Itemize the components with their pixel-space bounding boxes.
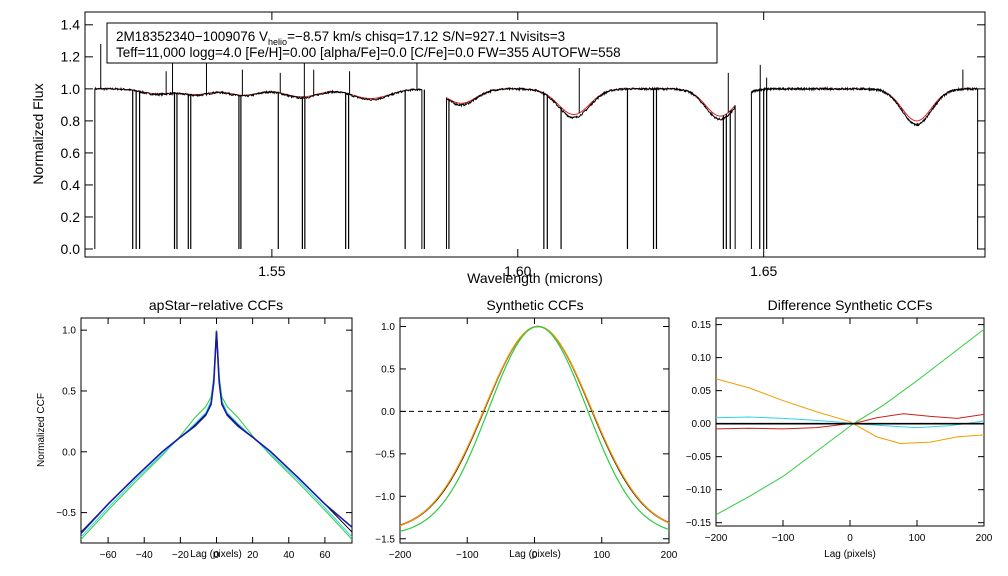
synthetic-ccf-ticks: −200 −100 0 100 200 −1.5 −1.0 −0.5 0.0 0.5 1.0: [375, 318, 678, 561]
y-tick-label: 0.0: [381, 407, 395, 418]
y-tick-label: 1.0: [381, 322, 395, 333]
x-tick-label: −40: [136, 550, 153, 561]
spectrum-observed-series: [94, 40, 979, 249]
synthetic-ccf-green-line: [399, 325, 670, 532]
header-v-subscript: helio: [268, 37, 287, 47]
header-star-id: 2M18352340−1009076: [116, 29, 255, 44]
y-tick-label: −1.5: [375, 534, 395, 545]
synthetic-ccf-lines: [399, 325, 670, 532]
difference-ccf-panel: Difference Synthetic CCFs −200 −100 0 100 20…: [686, 297, 993, 560]
synthetic-ccf-panel: Synthetic CCFs −200 −100 0 100 200 −1.5 −1.0 −0…: [375, 297, 678, 561]
y-tick-label: 0.4: [61, 177, 81, 193]
apstar-ccf-ylabel: Normalized CCF: [36, 393, 47, 467]
apstar-ccf-lines: [80, 330, 353, 540]
apstar-ccf-title: apStar−relative CCFs: [149, 297, 283, 313]
x-tick-label: 1.60: [504, 263, 531, 279]
synthetic-ccf-xlabel: Lag (pixels): [509, 549, 561, 560]
y-tick-label: −0.05: [686, 452, 712, 463]
header-v-symbol: V: [259, 29, 268, 44]
spectrum-header-box: [106, 22, 718, 64]
header-chisq: chisq=17.12: [365, 29, 438, 44]
x-tick-label: −60: [100, 550, 117, 561]
x-tick-label: 200: [661, 550, 678, 561]
y-tick-label: −0.10: [686, 485, 712, 496]
x-tick-label: 0: [214, 550, 220, 561]
observed-spectrum-chip-3: [751, 86, 979, 127]
x-tick-label: 200: [976, 533, 993, 544]
header-snr: S/N=927.1: [442, 29, 506, 44]
x-tick-label: 60: [319, 550, 331, 561]
y-tick-label: −1.0: [375, 492, 395, 503]
y-tick-label: 0.05: [692, 386, 712, 397]
y-tick-label: 1.4: [61, 17, 81, 33]
spectrum-y-ticks: 1.55 1.60 1.65 0.0 0.2 0.4 0.6 0.8 1.0 1.2 1.4: [61, 12, 985, 279]
header-nvisits: Nvisits=3: [510, 29, 565, 44]
header-v-value: =−8.57 km/s: [287, 29, 362, 44]
x-tick-label: −100: [772, 533, 795, 544]
apstar-ccf-green-line: [80, 330, 353, 540]
apstar-ccf-axes-frame: [80, 317, 353, 544]
y-tick-label: −0.5: [56, 508, 76, 519]
x-tick-label: −200: [705, 533, 728, 544]
y-tick-label: 1.0: [62, 326, 76, 337]
apstar-ccf-panel: apStar−relative CCFs −60 −40 −20 0 20 40 60 −0.…: [36, 297, 353, 561]
y-tick-label: 0.00: [692, 419, 712, 430]
y-tick-label: 0.10: [692, 353, 712, 364]
y-tick-label: −0.5: [375, 449, 395, 460]
y-tick-label: 1.2: [61, 49, 81, 65]
y-tick-label: 0.0: [62, 447, 76, 458]
apstar-ccf-xlabel: Lag (pixels): [190, 549, 242, 560]
header-line-2: Teff=11,000 logg=4.0 [Fe/H]=0.00 [alpha/…: [116, 45, 621, 60]
difference-ccf-lines: [715, 328, 985, 516]
x-tick-label: −100: [456, 550, 479, 561]
y-tick-label: 0.5: [381, 364, 395, 375]
x-tick-label: 0: [532, 550, 538, 561]
difference-ccf-ticks: −200 −100 0 100 200 −0.15 −0.10 −0.05 0.00 0.05 0.…: [686, 318, 993, 544]
spectrum-ylabel: Normalized Flux: [30, 83, 46, 184]
header-line-1: 2M18352340−1009076 Vhelio=−8.57 km/s chi…: [116, 29, 565, 47]
apstar-ccf-cyan-line: [80, 330, 353, 538]
y-tick-label: 0.2: [61, 209, 81, 225]
difference-ccf-green-line: [715, 328, 985, 516]
synthetic-ccf-axes-frame: [399, 317, 670, 544]
y-tick-label: 0.0: [61, 241, 81, 257]
x-tick-label: −20: [172, 550, 189, 561]
apstar-ccf-blue-line: [80, 331, 353, 534]
x-tick-label: 100: [593, 550, 610, 561]
x-tick-label: 20: [247, 550, 259, 561]
apstar-ccf-ticks: −60 −40 −20 0 20 40 60 −0.5 0.0 0.5 1.0: [56, 318, 352, 561]
difference-ccf-orange-line: [715, 378, 985, 444]
observed-spectrum-chip-2: [446, 86, 736, 121]
observed-spectrum-chip-1: [94, 86, 423, 101]
synthetic-ccf-title: Synthetic CCFs: [486, 297, 583, 313]
spectrum-panel: 1.55 1.60 1.65 0.0 0.2 0.4 0.6 0.8 1.0 1.2 1.4 2M1…: [30, 11, 986, 286]
y-tick-label: −0.15: [686, 518, 712, 529]
apstar-ccf-black-line: [80, 330, 353, 533]
spectrum-xlabel: Wavelength (microns): [467, 270, 603, 286]
x-tick-label: 40: [283, 550, 295, 561]
y-tick-label: 1.0: [61, 81, 81, 97]
x-tick-label: 1.55: [258, 263, 285, 279]
y-tick-label: 0.8: [61, 113, 81, 129]
x-tick-label: 0: [847, 533, 853, 544]
x-tick-label: −200: [389, 550, 412, 561]
spectrum-axes-frame: [84, 11, 986, 258]
x-tick-label: 1.65: [750, 263, 777, 279]
y-tick-label: 0.6: [61, 145, 81, 161]
difference-ccf-xlabel: Lag (pixels): [824, 549, 876, 560]
y-tick-label: 0.5: [62, 386, 76, 397]
y-tick-label: 0.15: [692, 320, 712, 331]
difference-ccf-title: Difference Synthetic CCFs: [768, 297, 933, 313]
x-tick-label: 100: [909, 533, 926, 544]
model-spectrum-chip-3: [751, 88, 978, 122]
